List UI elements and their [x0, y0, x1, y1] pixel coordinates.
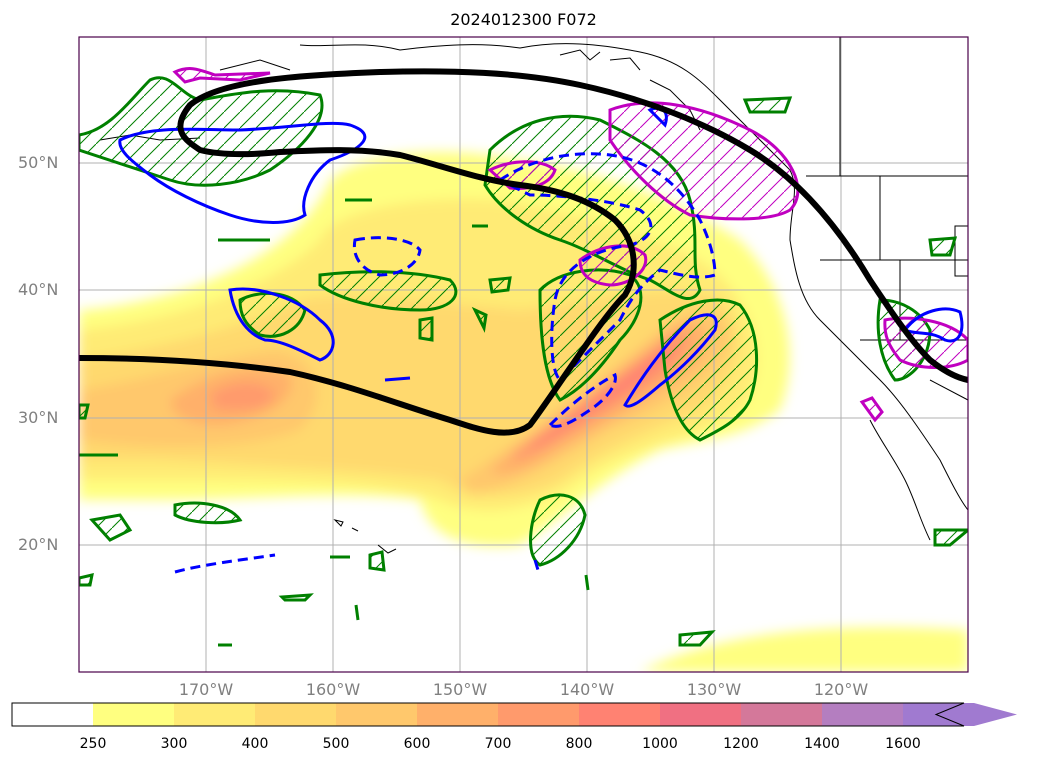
map-title: 2024012300 F072 — [450, 10, 597, 29]
blue-dashed-contours — [174, 152, 717, 574]
lon-label-150w: 150°W — [432, 680, 488, 699]
colorbar-tick-label: 250 — [79, 736, 107, 752]
colorbar-tick-label: 1000 — [642, 736, 678, 752]
colorbar-segment — [660, 703, 741, 726]
jet-contour — [79, 68, 968, 436]
colorbar-tick-label: 400 — [241, 736, 269, 752]
lat-label-40n: 40°N — [18, 280, 59, 299]
colorbar-tick-label: 800 — [565, 736, 593, 752]
colorbar-segment — [336, 703, 417, 726]
map-frame — [78, 36, 969, 673]
lon-label-120w: 120°W — [813, 680, 869, 699]
colorbar-segment — [417, 703, 498, 726]
colorbar-tick-label: 1200 — [723, 736, 759, 752]
colorbar-segment — [579, 703, 660, 726]
colorbar-tick-label: 300 — [160, 736, 188, 752]
map-area — [79, 37, 968, 672]
colorbar-outline — [11, 702, 965, 727]
blue-solid-contours — [118, 106, 964, 408]
lon-label-160w: 160°W — [305, 680, 361, 699]
colorbar-tick-label: 600 — [403, 736, 431, 752]
colorbar-segment — [741, 703, 822, 726]
lon-label-170w: 170°W — [178, 680, 234, 699]
lat-label-30n: 30°N — [18, 408, 59, 427]
colorbar-tick-label: 500 — [322, 736, 350, 752]
colorbar-tick-label: 1600 — [885, 736, 921, 752]
colorbar-segment — [93, 703, 174, 726]
colorbar — [11, 702, 1017, 727]
lat-label-50n: 50°N — [18, 153, 59, 172]
colorbar-segment — [12, 703, 93, 726]
colorbar-extend-segment — [903, 703, 1017, 726]
colorbar-segment — [498, 703, 579, 726]
lat-label-20n: 20°N — [18, 535, 59, 554]
colorbar-segment — [255, 703, 336, 726]
colorbar-segment — [822, 703, 903, 726]
colorbar-tick-label: 1400 — [804, 736, 840, 752]
lon-label-140w: 140°W — [559, 680, 615, 699]
colorbar-tick-label: 700 — [484, 736, 512, 752]
colorbar-segment — [174, 703, 255, 726]
lon-label-130w: 130°W — [686, 680, 742, 699]
